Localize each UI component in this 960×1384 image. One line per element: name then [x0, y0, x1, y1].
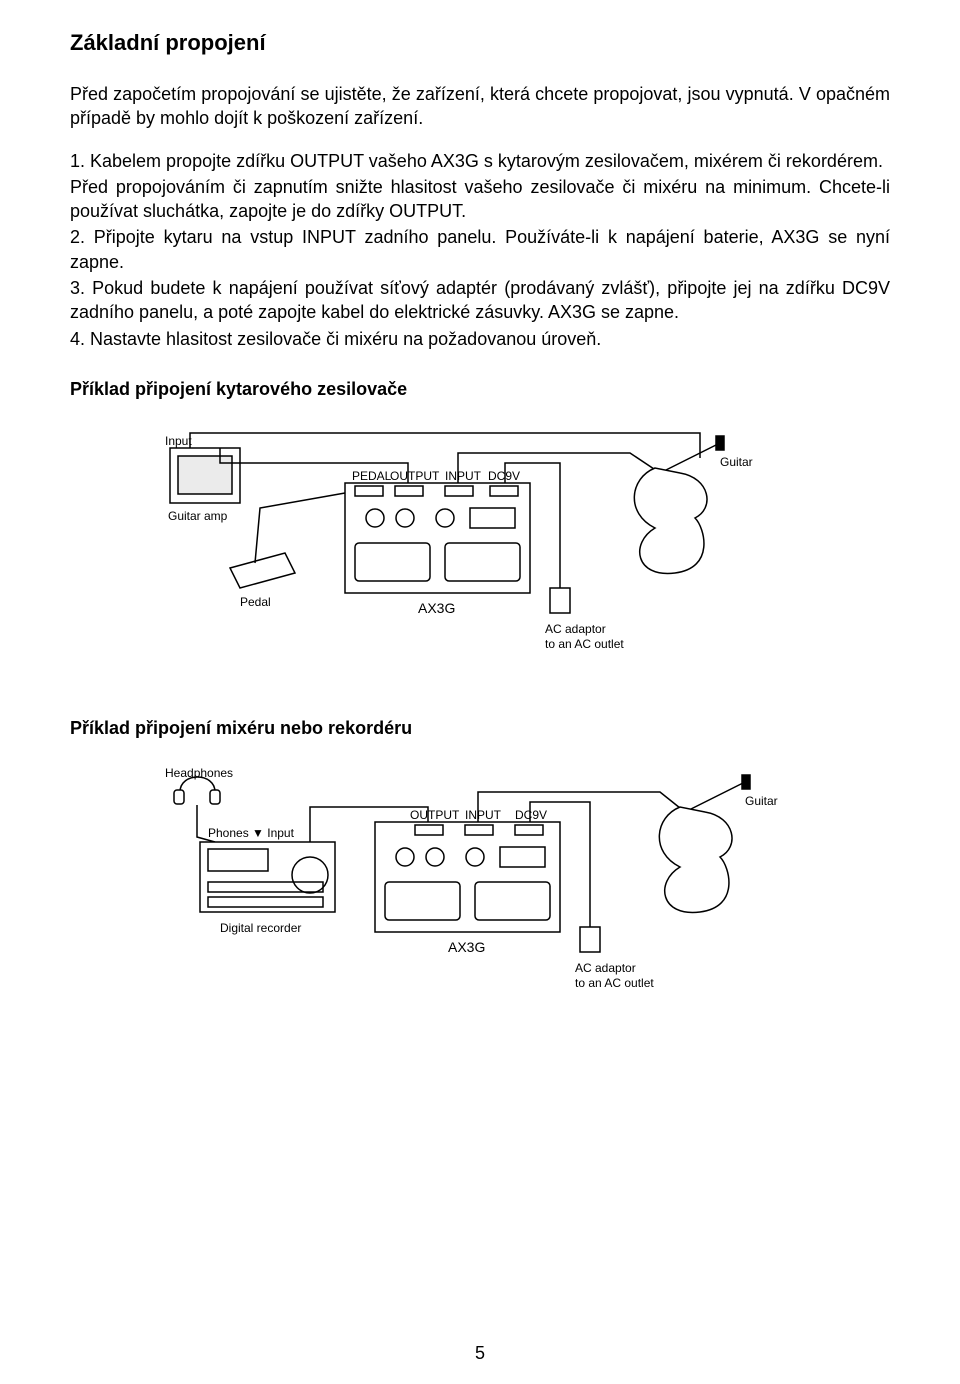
step-3: 3. Pokud budete k napájení používat síťo…	[70, 276, 890, 325]
d1-label-dc9v: DC9V	[488, 469, 520, 483]
step-4: 4. Nastavte hlasitost zesilovače či mixé…	[70, 327, 890, 351]
d2-label-recorder: Digital recorder	[220, 921, 301, 935]
d2-label-device: AX3G	[448, 939, 485, 955]
page-heading: Základní propojení	[70, 30, 890, 56]
d2-label-dc9v: DC9V	[515, 808, 547, 822]
diagram-recorder-connection: Headphones Phones ▼ Input Digital record…	[160, 757, 800, 1017]
d1-label-guitar: Guitar	[720, 455, 753, 469]
d2-label-guitar: Guitar	[745, 794, 778, 808]
d2-label-headphones: Headphones	[165, 766, 233, 780]
page-number: 5	[0, 1343, 960, 1364]
d1-label-input-jack: INPUT	[445, 469, 482, 483]
d1-label-ac1: AC adaptor	[545, 622, 606, 636]
d2-label-phones-input: Phones ▼ Input	[208, 826, 295, 840]
d2-label-input-jack: INPUT	[465, 808, 502, 822]
step-1: 1. Kabelem propojte zdířku OUTPUT vašeho…	[70, 149, 890, 173]
d1-label-pedal: Pedal	[240, 595, 271, 609]
d2-label-output: OUTPUT	[410, 808, 460, 822]
example2-title: Příklad připojení mixéru nebo rekordéru	[70, 718, 890, 739]
d1-label-device: AX3G	[418, 600, 455, 616]
d1-label-output: OUTPUT	[390, 469, 440, 483]
d2-label-ac2: to an AC outlet	[575, 976, 654, 990]
d1-label-input: Input	[165, 434, 192, 448]
example1-title: Příklad připojení kytarového zesilovače	[70, 379, 890, 400]
diagram-amp-connection: Input Guitar amp Pedal PEDAL OUTPUT INPU…	[160, 418, 800, 678]
d1-label-pedal-jack: PEDAL	[352, 469, 392, 483]
step-1b: Před propojováním či zapnutím snižte hla…	[70, 175, 890, 224]
step-2: 2. Připojte kytaru na vstup INPUT zadníh…	[70, 225, 890, 274]
d1-label-ac2: to an AC outlet	[545, 637, 624, 651]
d2-label-ac1: AC adaptor	[575, 961, 636, 975]
d1-label-guitar-amp: Guitar amp	[168, 509, 228, 523]
intro-paragraph: Před započetím propojování se ujistěte, …	[70, 82, 890, 131]
